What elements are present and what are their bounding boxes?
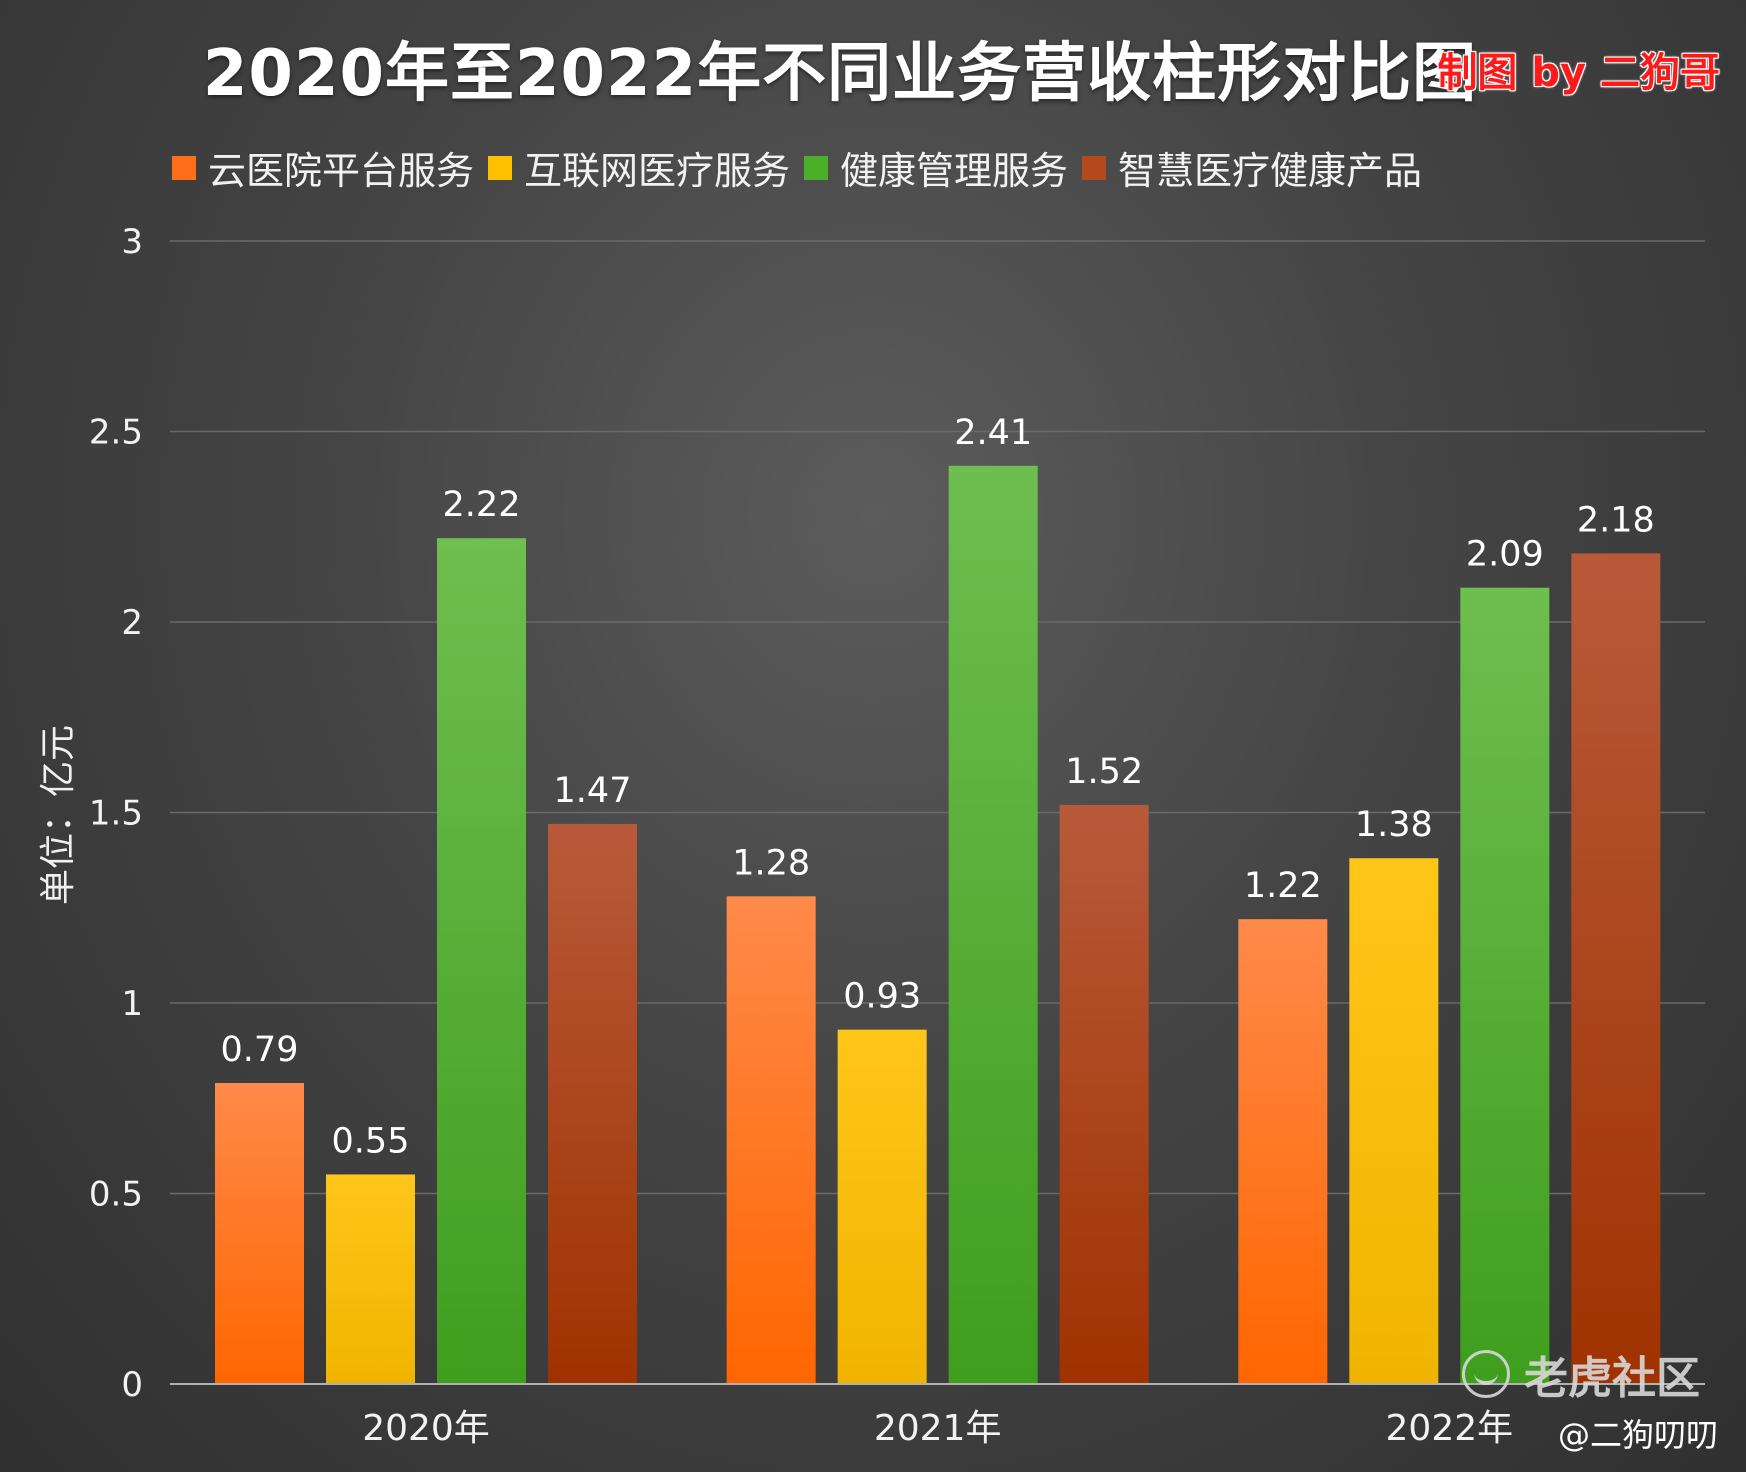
author-credit: 制图 by 二狗哥: [1437, 50, 1720, 96]
legend-item: 健康管理服务: [804, 140, 1068, 195]
data-label: 2.41: [954, 413, 1032, 453]
bar: [215, 1083, 304, 1384]
x-tick-label: 2020年: [362, 1408, 490, 1449]
y-tick-label: 0.5: [89, 1175, 143, 1215]
legend-item: 互联网医疗服务: [488, 140, 790, 195]
y-tick-label: 3: [121, 222, 143, 262]
bar: [837, 1029, 927, 1384]
bar: [726, 896, 816, 1384]
y-tick-label: 1: [121, 984, 143, 1024]
data-label: 1.38: [1355, 805, 1433, 845]
author-handle: @二狗叨叨: [1558, 1416, 1719, 1454]
legend-item: 云医院平台服务: [172, 140, 474, 195]
chart-title: 2020年至2022年不同业务营收柱形对比图: [202, 37, 1478, 111]
x-tick-label: 2022年: [1386, 1408, 1514, 1449]
tiger-logo-icon: [1462, 1350, 1510, 1398]
bar: [326, 1174, 415, 1384]
y-tick-label: 2.5: [89, 413, 143, 453]
y-tick-label: 1.5: [89, 794, 143, 834]
legend-label: 云医院平台服务: [208, 149, 475, 193]
data-label: 2.18: [1577, 500, 1655, 540]
bar: [1460, 587, 1550, 1384]
legend-swatch: [172, 155, 196, 180]
legend-item: 智慧医疗健康产品: [1082, 140, 1422, 195]
data-label: 1.28: [732, 843, 810, 883]
bar: [1059, 804, 1149, 1384]
data-label: 0.55: [332, 1121, 410, 1161]
legend-swatch: [804, 155, 829, 180]
legend-label: 互联网医疗服务: [524, 149, 791, 193]
watermark: 老虎社区: [1462, 1342, 1700, 1406]
x-tick-label: 2021年: [874, 1408, 1002, 1449]
bar: [1349, 858, 1439, 1384]
y-tick-label: 2: [121, 603, 143, 643]
data-label: 1.52: [1065, 752, 1143, 792]
bar: [948, 465, 1038, 1384]
bar: [437, 538, 526, 1384]
data-label: 2.09: [1466, 535, 1544, 575]
data-label: 0.79: [221, 1030, 299, 1070]
chart-legend: 云医院平台服务 互联网医疗服务 健康管理服务 智慧医疗健康产品: [172, 140, 1436, 195]
legend-swatch: [1082, 155, 1107, 180]
legend-label: 智慧医疗健康产品: [1118, 149, 1423, 193]
legend-label: 健康管理服务: [840, 149, 1069, 193]
y-tick-label: 0: [121, 1365, 143, 1405]
watermark-text: 老虎社区: [1524, 1353, 1700, 1404]
bar: [1238, 919, 1328, 1384]
data-label: 0.93: [843, 977, 921, 1017]
data-label: 1.22: [1244, 866, 1322, 906]
bar: [548, 823, 637, 1384]
bar: [1571, 553, 1661, 1384]
data-label: 1.47: [554, 771, 632, 811]
legend-swatch: [488, 155, 513, 180]
data-label: 2.22: [443, 485, 521, 525]
